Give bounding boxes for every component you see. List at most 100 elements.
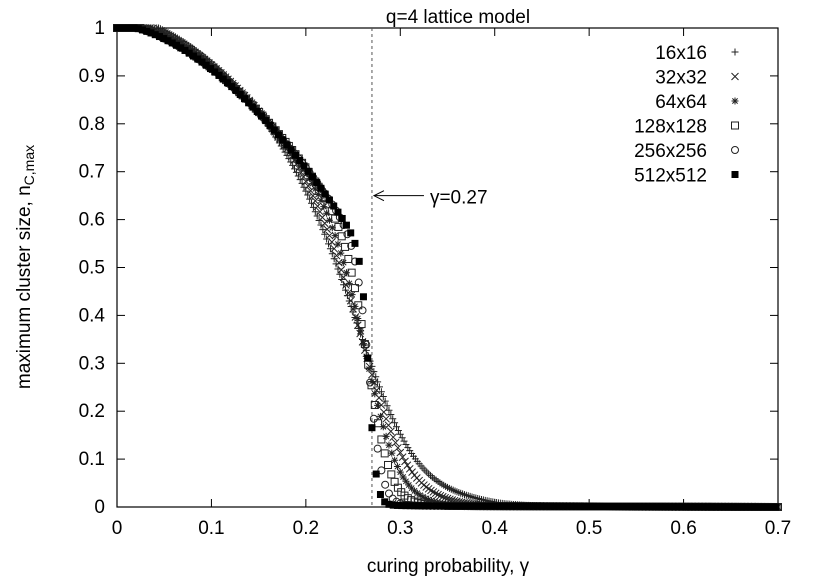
data-point bbox=[334, 222, 343, 231]
data-point bbox=[355, 257, 363, 265]
data-point bbox=[500, 502, 508, 510]
data-point bbox=[627, 503, 635, 511]
data-point bbox=[597, 502, 605, 510]
data-point bbox=[767, 503, 775, 511]
chart-title: q=4 lattice model bbox=[386, 7, 530, 28]
data-point bbox=[391, 419, 399, 427]
data-point bbox=[347, 268, 356, 277]
data-point bbox=[682, 503, 690, 511]
data-point bbox=[387, 470, 396, 479]
data-point bbox=[331, 232, 339, 240]
data-point bbox=[742, 503, 750, 511]
data-point bbox=[449, 502, 457, 510]
data-point bbox=[313, 212, 321, 220]
data-point bbox=[396, 448, 405, 457]
data-point bbox=[320, 219, 329, 228]
data-point bbox=[317, 196, 325, 204]
data-point bbox=[223, 79, 231, 87]
data-point bbox=[427, 502, 435, 510]
data-point bbox=[585, 502, 593, 510]
data-point bbox=[359, 340, 367, 348]
data-point bbox=[350, 284, 359, 293]
x-tick-label: 0.6 bbox=[670, 518, 696, 539]
data-point bbox=[270, 126, 278, 134]
data-point bbox=[602, 503, 610, 511]
data-point bbox=[353, 319, 361, 327]
data-point bbox=[402, 440, 410, 448]
data-point bbox=[219, 75, 227, 83]
data-point bbox=[287, 146, 295, 154]
y-tick-label: 0.9 bbox=[79, 66, 105, 87]
y-tick-label: 0.4 bbox=[79, 305, 106, 326]
data-point bbox=[364, 354, 372, 362]
data-point bbox=[358, 337, 367, 346]
data-point bbox=[257, 112, 265, 120]
data-point bbox=[398, 502, 406, 510]
data-point bbox=[377, 388, 385, 396]
data-point bbox=[382, 432, 390, 440]
data-point bbox=[405, 481, 413, 489]
data-point bbox=[670, 503, 678, 511]
data-point bbox=[413, 489, 421, 497]
x-tick-label: 0.2 bbox=[293, 518, 319, 539]
data-point bbox=[381, 480, 390, 489]
data-point bbox=[427, 486, 435, 495]
data-point bbox=[396, 430, 404, 438]
data-point bbox=[313, 202, 322, 211]
data-point bbox=[388, 449, 396, 457]
data-point bbox=[376, 412, 384, 420]
data-point bbox=[381, 397, 389, 405]
data-point bbox=[695, 503, 703, 511]
y-tick-label: 0.3 bbox=[79, 353, 105, 374]
data-point bbox=[461, 502, 469, 510]
data-point bbox=[342, 221, 350, 229]
data-point bbox=[504, 502, 512, 510]
data-point bbox=[117, 24, 125, 32]
data-point bbox=[424, 484, 433, 493]
data-point bbox=[529, 502, 537, 510]
data-point bbox=[551, 502, 559, 510]
data-point bbox=[648, 503, 656, 511]
data-point bbox=[383, 402, 391, 410]
data-point bbox=[410, 502, 418, 510]
data-point bbox=[427, 472, 435, 480]
legend-label: 128x128 bbox=[634, 117, 707, 138]
data-point bbox=[308, 199, 316, 207]
data-point bbox=[328, 224, 336, 232]
data-point bbox=[432, 502, 440, 510]
data-point bbox=[691, 503, 699, 511]
data-point bbox=[345, 297, 353, 305]
data-point bbox=[332, 260, 340, 268]
data-point bbox=[403, 461, 412, 470]
data-point bbox=[228, 83, 236, 91]
data-point bbox=[416, 491, 424, 499]
data-point bbox=[304, 191, 312, 199]
data-point bbox=[400, 437, 408, 445]
data-point bbox=[457, 502, 465, 510]
x-tick-label: 0.1 bbox=[198, 518, 224, 539]
data-point bbox=[330, 244, 339, 253]
data-point bbox=[483, 502, 491, 510]
data-point bbox=[331, 214, 340, 223]
data-point bbox=[394, 443, 402, 452]
data-point bbox=[126, 24, 134, 32]
data-point bbox=[308, 173, 316, 181]
data-point bbox=[398, 434, 406, 442]
data-point bbox=[419, 502, 427, 510]
data-point bbox=[134, 25, 142, 33]
y-axis-label: maximum cluster size, nC,max bbox=[14, 145, 37, 389]
data-point bbox=[408, 484, 416, 492]
data-point bbox=[344, 254, 353, 263]
data-point bbox=[763, 503, 771, 511]
data-point bbox=[357, 320, 366, 329]
data-point bbox=[342, 269, 350, 277]
data-point bbox=[750, 503, 758, 511]
data-point bbox=[772, 503, 780, 511]
data-point bbox=[517, 502, 525, 510]
data-point bbox=[370, 401, 379, 410]
data-point bbox=[614, 503, 622, 511]
legend-marker bbox=[731, 97, 739, 105]
data-point bbox=[396, 468, 404, 476]
data-point bbox=[542, 502, 550, 510]
data-point bbox=[423, 502, 431, 510]
